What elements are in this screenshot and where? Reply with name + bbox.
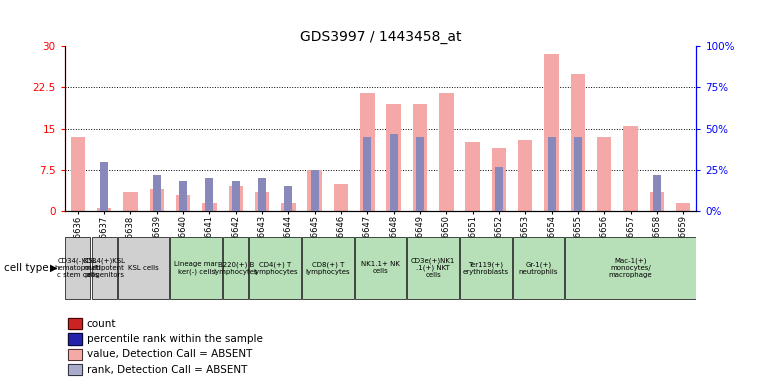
- Bar: [574, 137, 582, 211]
- Text: cell type: cell type: [4, 263, 49, 273]
- Bar: [460, 237, 511, 299]
- Bar: [412, 104, 427, 211]
- Bar: [91, 237, 116, 299]
- Text: KSL cells: KSL cells: [129, 265, 159, 271]
- Text: count: count: [87, 319, 116, 329]
- Bar: [597, 137, 611, 211]
- Bar: [513, 237, 564, 299]
- Bar: [623, 126, 638, 211]
- Bar: [281, 203, 295, 211]
- Text: CD34(-)KSL
hematopoieti
c stem cells: CD34(-)KSL hematopoieti c stem cells: [55, 258, 101, 278]
- Bar: [65, 237, 91, 299]
- Bar: [170, 237, 222, 299]
- Bar: [565, 237, 696, 299]
- Bar: [548, 137, 556, 211]
- Title: GDS3997 / 1443458_at: GDS3997 / 1443458_at: [300, 30, 461, 44]
- Text: CD8(+) T
lymphocytes: CD8(+) T lymphocytes: [306, 261, 350, 275]
- Bar: [571, 74, 585, 211]
- Bar: [228, 187, 243, 211]
- Bar: [495, 167, 503, 211]
- Bar: [258, 178, 266, 211]
- Bar: [68, 333, 81, 344]
- Text: percentile rank within the sample: percentile rank within the sample: [87, 334, 263, 344]
- Bar: [307, 170, 322, 211]
- Text: Gr-1(+)
neutrophils: Gr-1(+) neutrophils: [519, 261, 558, 275]
- Bar: [150, 189, 164, 211]
- Bar: [153, 175, 161, 211]
- Bar: [360, 93, 374, 211]
- Bar: [68, 349, 81, 360]
- Text: Mac-1(+)
monocytes/
macrophage: Mac-1(+) monocytes/ macrophage: [609, 258, 652, 278]
- Bar: [205, 178, 213, 211]
- Text: rank, Detection Call = ABSENT: rank, Detection Call = ABSENT: [87, 365, 247, 375]
- Bar: [544, 55, 559, 211]
- Bar: [123, 192, 138, 211]
- Bar: [416, 137, 424, 211]
- Bar: [653, 175, 661, 211]
- Text: Ter119(+)
erythroblasts: Ter119(+) erythroblasts: [463, 261, 509, 275]
- Text: CD4(+) T
lymphocytes: CD4(+) T lymphocytes: [253, 261, 298, 275]
- Bar: [223, 237, 248, 299]
- Text: ▶: ▶: [49, 263, 57, 273]
- Bar: [176, 195, 190, 211]
- Bar: [407, 237, 459, 299]
- Bar: [179, 182, 187, 211]
- Bar: [302, 237, 354, 299]
- Bar: [68, 333, 81, 344]
- Text: Lineage mar
ker(-) cells: Lineage mar ker(-) cells: [174, 261, 218, 275]
- Bar: [68, 364, 81, 375]
- Bar: [68, 349, 81, 360]
- Bar: [355, 237, 406, 299]
- Bar: [650, 192, 664, 211]
- Bar: [285, 187, 292, 211]
- Bar: [71, 137, 85, 211]
- Text: CD34(+)KSL
multipotent
progenitors: CD34(+)KSL multipotent progenitors: [83, 258, 126, 278]
- Bar: [390, 134, 398, 211]
- Bar: [202, 203, 217, 211]
- Bar: [363, 137, 371, 211]
- Bar: [68, 318, 81, 329]
- Text: NK1.1+ NK
cells: NK1.1+ NK cells: [361, 262, 400, 274]
- Bar: [68, 318, 81, 329]
- Text: B220(+) B
lymphocytes: B220(+) B lymphocytes: [213, 261, 258, 275]
- Bar: [518, 140, 533, 211]
- Bar: [334, 184, 349, 211]
- Bar: [232, 182, 240, 211]
- Bar: [387, 104, 401, 211]
- Text: value, Detection Call = ABSENT: value, Detection Call = ABSENT: [87, 349, 252, 359]
- Bar: [492, 148, 506, 211]
- Bar: [255, 192, 269, 211]
- Bar: [676, 203, 690, 211]
- Text: CD3e(+)NK1
.1(+) NKT
cells: CD3e(+)NK1 .1(+) NKT cells: [411, 257, 455, 278]
- Bar: [100, 162, 108, 211]
- Bar: [118, 237, 170, 299]
- Bar: [68, 364, 81, 375]
- Bar: [97, 209, 111, 211]
- Bar: [310, 170, 319, 211]
- Bar: [439, 93, 454, 211]
- Bar: [250, 237, 301, 299]
- Bar: [466, 142, 480, 211]
